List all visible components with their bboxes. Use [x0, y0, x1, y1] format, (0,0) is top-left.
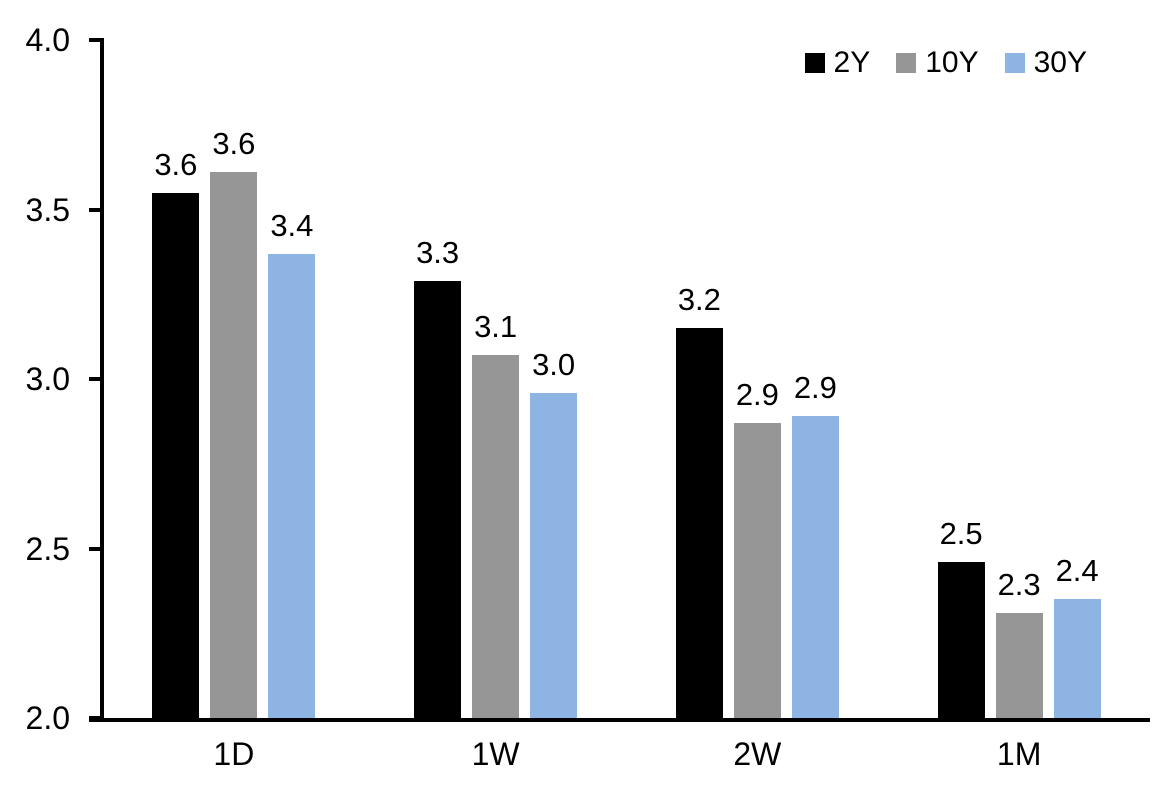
bar-30y: [1053, 599, 1101, 718]
y-tick-mark: [89, 38, 101, 42]
bar-value-label: 3.6: [154, 146, 198, 182]
y-tick-label: 2.0: [25, 700, 70, 736]
x-category-label-1w: 1W: [471, 736, 520, 772]
legend-item-10y: 10Y: [896, 46, 979, 79]
bar-value-label: 3.2: [677, 282, 721, 318]
y-tick-label: 2.5: [25, 530, 70, 567]
legend-swatch-2y-icon: [804, 53, 825, 73]
legend-swatch-10y-icon: [896, 53, 917, 73]
x-category-label-1d: 1D: [213, 736, 255, 772]
bar-30y: [530, 392, 578, 718]
bar-value-label: 2.3: [997, 566, 1041, 602]
x-axis-line: [89, 718, 1150, 722]
y-tick-mark: [89, 716, 101, 720]
bar-value-label: 3.4: [270, 207, 314, 243]
legend-swatch-30y-icon: [1004, 53, 1025, 73]
legend-label: 30Y: [1033, 46, 1087, 79]
bar-value-label: 2.5: [939, 516, 983, 552]
bar-30y: [268, 253, 316, 718]
y-axis-line: [100, 38, 104, 722]
bar-10y: [472, 355, 520, 718]
legend-label: 10Y: [925, 46, 979, 79]
bar-30y: [791, 416, 839, 718]
x-category-label-2w: 2W: [733, 736, 782, 772]
bar-10y: [210, 172, 258, 718]
y-tick-label: 3.5: [25, 191, 70, 228]
bar-2y: [937, 562, 985, 718]
bar-value-label: 3.6: [212, 126, 256, 162]
x-category-label-1m: 1M: [996, 736, 1042, 772]
legend-label: 2Y: [833, 46, 871, 79]
y-tick-mark: [89, 546, 101, 551]
bar-2y: [152, 192, 200, 718]
y-tick-label: 3.0: [25, 361, 70, 397]
y-tick-mark: [89, 377, 101, 381]
bar-value-label: 2.9: [793, 370, 837, 406]
bar-value-label: 3.3: [416, 234, 460, 270]
bar-2y: [675, 328, 723, 718]
legend: 2Y 10Y 30Y: [804, 45, 1087, 81]
bar-value-label: 2.9: [735, 377, 779, 413]
y-tick-mark: [89, 207, 101, 212]
bar-value-label: 3.1: [474, 309, 518, 345]
bar-value-label: 3.0: [532, 346, 576, 382]
y-tick-label: 4.0: [25, 22, 70, 58]
legend-item-2y: 2Y: [804, 46, 871, 79]
bar-2y: [414, 280, 462, 718]
bar-value-label: 2.4: [1055, 553, 1099, 589]
bar-10y: [995, 612, 1043, 718]
legend-item-30y: 30Y: [1004, 46, 1087, 79]
bar-10y: [733, 423, 781, 718]
